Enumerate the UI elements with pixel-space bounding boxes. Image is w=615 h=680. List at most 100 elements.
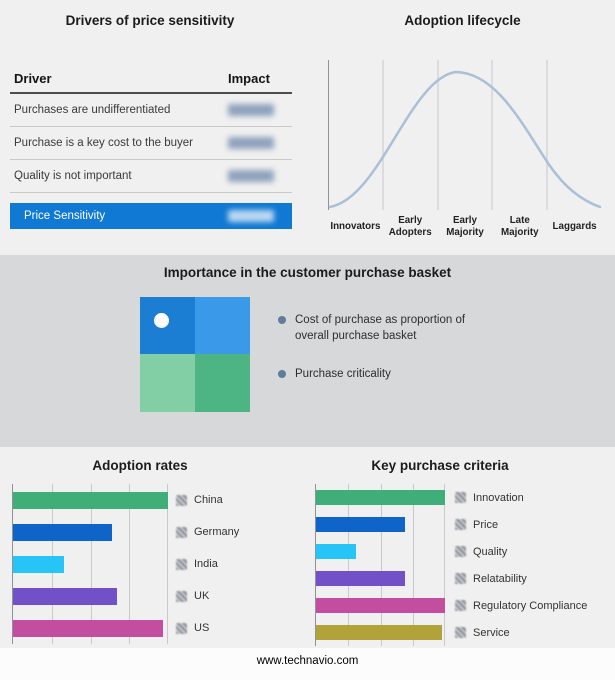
category-item: Quality bbox=[455, 538, 587, 565]
redacted-value-chip bbox=[176, 526, 187, 538]
stage-label-laggards: Laggards bbox=[552, 221, 597, 233]
redacted-value-chip bbox=[455, 600, 466, 611]
bar-uk bbox=[13, 587, 117, 605]
category-label: Relatability bbox=[473, 572, 527, 585]
drivers-title: Drivers of price sensitivity bbox=[65, 13, 235, 28]
category-item: UK bbox=[176, 580, 239, 612]
adoption-rates-plot bbox=[12, 484, 168, 644]
legend-label: Purchase criticality bbox=[295, 368, 391, 381]
redacted-value-chip bbox=[455, 492, 466, 503]
redacted-value-chip bbox=[455, 519, 466, 530]
category-item: Relatability bbox=[455, 565, 587, 592]
price-sensitivity-label: Price Sensitivity bbox=[24, 210, 106, 222]
table-row: Quality is not important bbox=[10, 160, 292, 193]
gridline bbox=[348, 484, 350, 646]
category-item: US bbox=[176, 612, 239, 644]
category-label: Innovation bbox=[473, 491, 524, 504]
key-purchase-criteria-labels: Innovation Price Quality Relatability Re… bbox=[455, 484, 587, 646]
bars-group bbox=[316, 484, 445, 646]
lifecycle-title: Adoption lifecycle bbox=[404, 13, 521, 28]
category-item: Price bbox=[455, 511, 587, 538]
category-label: UK bbox=[194, 590, 210, 602]
basket-title: Importance in the customer purchase bask… bbox=[163, 265, 452, 280]
bar-quality bbox=[316, 544, 356, 559]
redacted-impact-value bbox=[228, 104, 274, 116]
category-label: US bbox=[194, 622, 210, 634]
category-label: Price bbox=[473, 518, 499, 531]
gridline bbox=[412, 484, 414, 646]
category-item: Germany bbox=[176, 516, 239, 548]
legend-item: Purchase criticality bbox=[278, 366, 498, 382]
legend-label: Cost of purchase as proportion of overal… bbox=[295, 314, 466, 343]
matrix-cell-top-right bbox=[195, 297, 250, 354]
bell-curve-svg bbox=[328, 60, 602, 210]
bar-germany bbox=[13, 523, 113, 541]
bar-us bbox=[13, 619, 164, 637]
category-label: India bbox=[194, 558, 218, 570]
redacted-value-chip bbox=[176, 590, 187, 602]
bar-china bbox=[13, 491, 168, 509]
category-item: India bbox=[176, 548, 239, 580]
category-item: Service bbox=[455, 619, 587, 646]
column-header-driver: Driver bbox=[14, 70, 52, 86]
adoption-lifecycle-chart bbox=[328, 60, 602, 210]
footer-band bbox=[0, 648, 615, 680]
redacted-value-chip bbox=[176, 494, 187, 506]
category-label: Service bbox=[473, 626, 510, 639]
stage-label-late-majority: Late Majority bbox=[501, 215, 539, 238]
adoption-rates-title: Adoption rates bbox=[92, 458, 188, 473]
redacted-value-chip bbox=[455, 573, 466, 584]
adoption-rates-labels: China Germany India UK US bbox=[176, 484, 239, 644]
matrix-marker-dot bbox=[154, 313, 169, 328]
bar-price bbox=[316, 517, 405, 532]
gridline bbox=[380, 484, 382, 646]
bullet-icon bbox=[278, 370, 286, 379]
driver-cell: Purchases are undifferentiated bbox=[14, 104, 171, 116]
key-purchase-criteria-plot bbox=[315, 484, 445, 646]
stage-label-early-adopters: Early Adopters bbox=[388, 215, 432, 238]
redacted-value-chip bbox=[455, 546, 466, 557]
drivers-table: Driver Impact Purchases are undifferenti… bbox=[10, 64, 292, 193]
gridline bbox=[129, 484, 131, 644]
category-item: China bbox=[176, 484, 239, 516]
bar-relatability bbox=[316, 571, 405, 586]
bullet-icon bbox=[278, 316, 286, 324]
matrix-cell-top-left bbox=[140, 297, 195, 354]
gridline bbox=[167, 484, 168, 644]
purchase-basket-band bbox=[0, 255, 615, 447]
redacted-impact-value bbox=[228, 137, 274, 149]
redacted-impact-value bbox=[228, 170, 274, 182]
column-header-impact: Impact bbox=[228, 70, 270, 86]
table-row: Purchase is a key cost to the buyer bbox=[10, 127, 292, 160]
gridline bbox=[444, 484, 445, 646]
redacted-value-chip bbox=[455, 627, 466, 638]
driver-cell: Quality is not important bbox=[14, 170, 132, 182]
basket-legend: Cost of purchase as proportion of overal… bbox=[278, 312, 498, 404]
category-item: Innovation bbox=[455, 484, 587, 511]
purchase-basket-matrix bbox=[140, 297, 250, 412]
gridline bbox=[90, 484, 92, 644]
category-label: Quality bbox=[473, 545, 508, 558]
lifecycle-stage-labels: Innovators Early Adopters Early Majority… bbox=[328, 213, 602, 241]
redacted-value-chip bbox=[176, 558, 187, 570]
bell-curve-path bbox=[328, 70, 602, 209]
category-label: Regulatory Compliance bbox=[473, 599, 588, 612]
technavio-link[interactable]: www.technavio.com bbox=[256, 655, 359, 667]
stage-label-innovators: Innovators bbox=[330, 221, 381, 233]
bar-innovation bbox=[316, 490, 445, 505]
bar-service bbox=[316, 625, 443, 640]
drivers-table-header: Driver Impact bbox=[10, 64, 292, 94]
category-label: China bbox=[194, 494, 223, 506]
category-item: Regulatory Compliance bbox=[455, 592, 587, 619]
stage-label-early-majority: Early Majority bbox=[446, 215, 484, 238]
price-sensitivity-summary-row: Price Sensitivity bbox=[10, 203, 292, 229]
redacted-impact-value bbox=[228, 210, 274, 222]
bars-group bbox=[13, 484, 168, 644]
matrix-cell-bottom-right bbox=[195, 354, 250, 412]
bar-india bbox=[13, 555, 65, 573]
matrix-cell-bottom-left bbox=[140, 354, 195, 412]
category-label: Germany bbox=[194, 526, 240, 538]
redacted-value-chip bbox=[176, 622, 187, 634]
driver-cell: Purchase is a key cost to the buyer bbox=[14, 137, 193, 149]
